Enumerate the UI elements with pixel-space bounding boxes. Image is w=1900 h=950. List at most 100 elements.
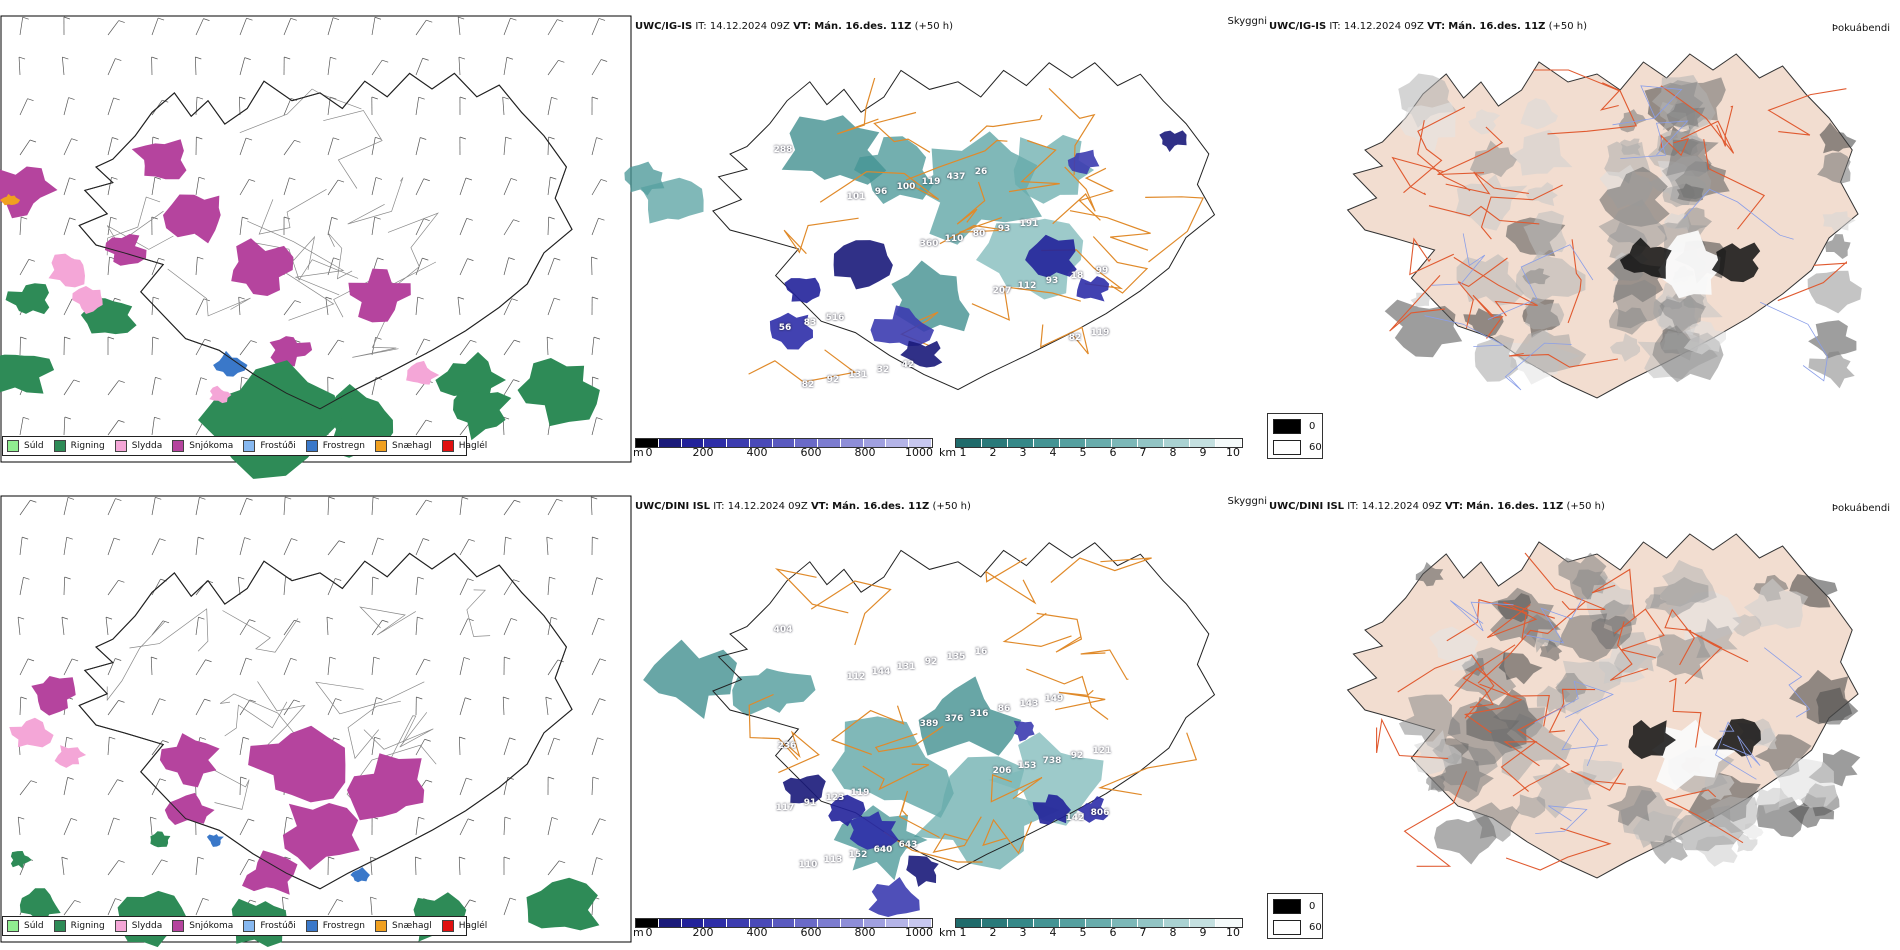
legend-swatch [7, 440, 19, 452]
init-time: IT: 14.12.2024 09Z [713, 501, 808, 512]
ceiling-value-label: 93 [997, 224, 1011, 234]
legend-swatch [441, 440, 454, 452]
fog-legend: 0 60 [1267, 413, 1323, 459]
panel-ptype-top: UWC/IG-IS IT: 14.12.2024 09Z VT: Mán. 16… [0, 0, 633, 479]
lead-time: (+50 h) [1566, 501, 1605, 512]
visibility-colorbar-tick: 5 [1079, 446, 1087, 459]
legend-item: Snæhagl [375, 920, 432, 932]
legend-swatch [375, 920, 388, 932]
panel-title: UWC/DINI ISL IT: 14.12.2024 09Z VT: Mán.… [1269, 501, 1605, 512]
legend-swatch [53, 440, 66, 452]
legend-swatch [375, 440, 388, 452]
ceiling-value-label: 121 [1092, 746, 1112, 756]
ceiling-value-label: 516 [825, 313, 845, 323]
legend-item: Frostregn [305, 440, 366, 452]
ceiling-colorbar-tick: 600 [800, 446, 822, 459]
ceiling-value-label: 236 [777, 741, 797, 751]
legend-item: Frostúði [243, 440, 296, 452]
ceiling-colorbar-tick: 1000 [905, 926, 933, 939]
legend-label: Slydda [131, 441, 163, 451]
ceiling-value-label: 110 [798, 860, 818, 870]
legend-item: Haglél [441, 440, 487, 452]
legend-swatch [172, 440, 185, 452]
ceiling-value-label: 18 [1070, 271, 1084, 281]
panel-field-label: Þokuábendi [1831, 23, 1890, 34]
visibility-colorbar: km 1 2 3 4 5 6 7 8 9 10 [939, 918, 1244, 939]
legend-swatch [441, 920, 454, 932]
legend-item: Frostúði [243, 920, 296, 932]
ceiling-value-label: 149 [1044, 694, 1064, 704]
ceiling-colorbar-tick: 800 [854, 926, 876, 939]
legend-item: Snjókoma [172, 440, 233, 452]
legend-swatch [305, 920, 318, 932]
ceiling-colorbar-unit: m [633, 926, 644, 939]
init-time: IT: 14.12.2024 09Z [1329, 21, 1424, 32]
visibility-colorbar: km 1 2 3 4 5 6 7 8 9 10 [939, 438, 1244, 459]
ceiling-colorbar: m 0 200 400 600 800 1000 [633, 918, 933, 939]
legend-label: Snjókoma [189, 441, 234, 451]
ceiling-value-label: 738 [1042, 756, 1062, 766]
fog-legend-label: 0 [1309, 901, 1316, 912]
visibility-colorbar-tick: 3 [1019, 926, 1027, 939]
lead-time: (+50 h) [914, 21, 954, 32]
visibility-colorbar-tick: 4 [1049, 926, 1057, 939]
legend-label: Rigning [70, 921, 105, 931]
ceiling-value-label: 26 [974, 167, 988, 177]
legend-swatch [243, 920, 256, 932]
map-fog [1346, 533, 1861, 879]
ceiling-value-label: 123 [825, 793, 845, 803]
fog-legend-swatch [1273, 440, 1301, 455]
ceiling-colorbar-tick: 200 [692, 446, 714, 459]
model-name: UWC/DINI ISL [635, 501, 711, 512]
ceiling-value-label: 389 [919, 719, 939, 729]
legend-label: Súld [24, 441, 44, 451]
lead-time: (+50 h) [1548, 21, 1588, 32]
visibility-colorbar-tick: 9 [1199, 446, 1207, 459]
legend-item: Haglél [441, 920, 487, 932]
ceiling-value-label: 119 [1090, 328, 1110, 338]
ceiling-value-label: 117 [775, 803, 795, 813]
visibility-colorbar-tick: 2 [989, 926, 997, 939]
ceiling-value-label: 42 [901, 360, 915, 370]
init-time: IT: 14.12.2024 09Z [1347, 501, 1442, 512]
legend-item: Snjókoma [172, 920, 233, 932]
valid-time-label: VT: [1444, 501, 1463, 512]
ceiling-value-label: 86 [997, 704, 1011, 714]
valid-time: Mán. 16.des. 11Z [1448, 21, 1546, 32]
map-fog [1346, 53, 1862, 399]
ceiling-colorbar-tick: 0 [645, 926, 653, 939]
ceiling-value-label: 142 [1065, 813, 1085, 823]
visibility-colorbar-tick: 7 [1139, 926, 1147, 939]
ceiling-colorbar-unit: m [633, 446, 644, 459]
model-name: UWC/DINI ISL [1269, 501, 1345, 512]
legend-swatch [114, 440, 127, 452]
fog-legend-item: 60 [1273, 920, 1322, 935]
ceiling-colorbar-strip [635, 438, 933, 448]
ceiling-value-label: 153 [1017, 761, 1037, 771]
visibility-colorbar-tick: 5 [1079, 926, 1087, 939]
ceiling-value-label: 152 [848, 850, 868, 860]
ceiling-value-label: 32 [876, 365, 890, 375]
panel-ceiling-bottom: UWC/DINI ISL IT: 14.12.2024 09Z VT: Mán.… [633, 480, 1267, 950]
init-time: IT: 14.12.2024 09Z [695, 21, 790, 32]
ceiling-colorbar-tick: 600 [800, 926, 822, 939]
ceiling-colorbar-tick: 0 [645, 446, 653, 459]
visibility-colorbar-tick: 10 [1226, 446, 1240, 459]
valid-time: Mán. 16.des. 11Z [832, 501, 930, 512]
legend-swatch [172, 920, 185, 932]
ceiling-value-label: 91 [803, 798, 817, 808]
ceiling-value-label: 207 [992, 286, 1012, 296]
valid-time: Mán. 16.des. 11Z [1466, 501, 1564, 512]
panel-field-label: Skyggni [1227, 16, 1267, 27]
ceiling-value-label: 131 [848, 370, 868, 380]
valid-time-label: VT: [1427, 21, 1446, 32]
precip-type-legend: Súld Rigning Slydda Snjókoma Frostúði Frostre… [2, 436, 487, 456]
legend-item: Frostregn [305, 920, 365, 932]
fog-legend-swatch [1273, 419, 1301, 434]
map-ceiling [643, 542, 1216, 917]
ceiling-value-label: 100 [896, 182, 916, 192]
legend-item: Slydda [114, 920, 162, 932]
legend-label: Frostregn [322, 441, 366, 451]
visibility-colorbar-tick: 4 [1049, 446, 1057, 459]
valid-time-label: VT: [810, 501, 829, 512]
